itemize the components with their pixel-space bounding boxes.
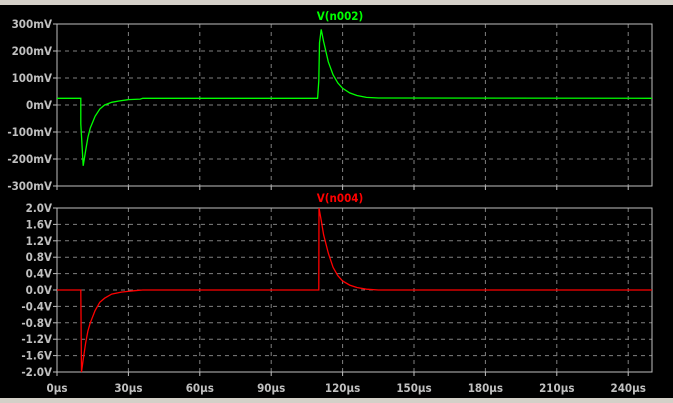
y-tick-label: 0.0V — [26, 283, 52, 297]
x-tick-label: 0µs — [47, 381, 68, 395]
trace-vn004 — [57, 207, 652, 373]
y-tick-label: 2.0V — [26, 201, 52, 215]
y-tick-label: -0.4V — [21, 299, 52, 313]
y-tick-label: 100mV — [12, 71, 52, 85]
y-tick-label: 0.8V — [26, 250, 52, 264]
x-tick-label: 210µs — [539, 381, 574, 395]
trace-title-v-n004[interactable]: V(n004) — [317, 191, 363, 205]
y-tick-label: -2.0V — [21, 365, 52, 379]
plot-frame — [56, 23, 653, 187]
x-tick-label: 180µs — [468, 381, 503, 395]
x-tick-label: 150µs — [396, 381, 431, 395]
trace-vn002 — [57, 29, 653, 166]
y-tick-label: 200mV — [12, 44, 52, 58]
y-tick-label: -200mV — [7, 152, 52, 166]
window-top-edge — [0, 0, 673, 5]
y-tick-label: -1.6V — [21, 349, 52, 363]
y-tick-label: 1.6V — [26, 217, 52, 231]
y-tick-label: 1.2V — [26, 234, 52, 248]
y-tick-label: -300mV — [7, 179, 52, 193]
y-tick-label: -100mV — [7, 125, 52, 139]
trace-title-v-n002[interactable]: V(n002) — [317, 9, 363, 23]
x-tick-label: 30µs — [114, 381, 142, 395]
x-tick-label: 60µs — [186, 381, 214, 395]
y-tick-label: -1.2V — [21, 332, 52, 346]
y-tick-label: 0.4V — [26, 267, 52, 281]
y-tick-label: -0.8V — [21, 316, 52, 330]
x-tick-label: 120µs — [325, 381, 360, 395]
y-tick-label: 300mV — [12, 17, 52, 31]
x-tick-label: 240µs — [611, 381, 646, 395]
plot-background — [0, 5, 673, 398]
x-tick-label: 90µs — [257, 381, 285, 395]
y-tick-label: 0mV — [26, 98, 52, 112]
